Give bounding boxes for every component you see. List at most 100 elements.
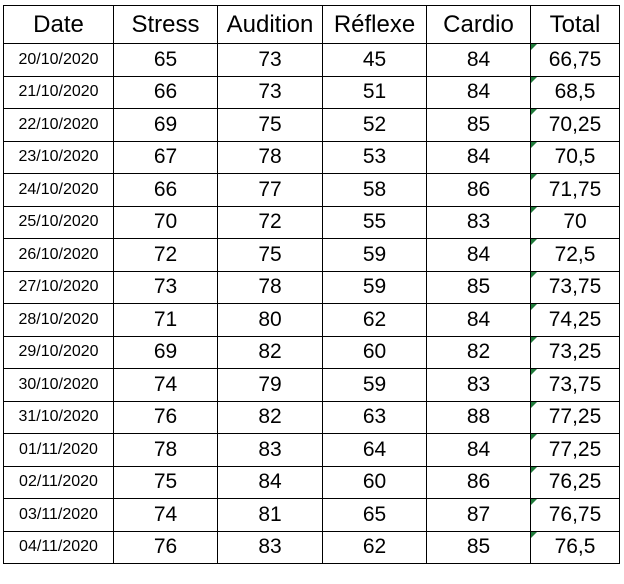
cell-total[interactable]: 70 (530, 205, 620, 239)
header-cell-date[interactable]: Date (3, 5, 114, 44)
cell-total[interactable]: 73,75 (530, 270, 620, 304)
cell-reflexe[interactable]: 45 (322, 43, 427, 77)
cell-total[interactable]: 70,25 (530, 108, 620, 142)
cell-cardio[interactable]: 86 (426, 173, 531, 207)
cell-date[interactable]: 30/10/2020 (3, 368, 114, 402)
cell-reflexe[interactable]: 51 (322, 75, 427, 109)
cell-audition[interactable]: 73 (217, 43, 323, 77)
cell-audition[interactable]: 75 (217, 238, 323, 272)
cell-stress[interactable]: 65 (113, 43, 218, 77)
cell-cardio[interactable]: 83 (426, 368, 531, 402)
cell-stress[interactable]: 76 (113, 530, 218, 564)
cell-reflexe[interactable]: 60 (322, 335, 427, 369)
cell-cardio[interactable]: 84 (426, 43, 531, 77)
cell-date[interactable]: 27/10/2020 (3, 270, 114, 304)
cell-reflexe[interactable]: 62 (322, 530, 427, 564)
cell-cardio[interactable]: 84 (426, 140, 531, 174)
cell-reflexe[interactable]: 62 (322, 303, 427, 337)
cell-reflexe[interactable]: 59 (322, 270, 427, 304)
cell-stress[interactable]: 72 (113, 238, 218, 272)
cell-date[interactable]: 21/10/2020 (3, 75, 114, 109)
header-cell-cardio[interactable]: Cardio (426, 5, 531, 44)
cell-stress[interactable]: 75 (113, 465, 218, 499)
cell-total[interactable]: 68,5 (530, 75, 620, 109)
cell-total[interactable]: 74,25 (530, 303, 620, 337)
cell-audition[interactable]: 78 (217, 270, 323, 304)
cell-audition[interactable]: 82 (217, 335, 323, 369)
cell-audition[interactable]: 79 (217, 368, 323, 402)
cell-cardio[interactable]: 84 (426, 75, 531, 109)
cell-reflexe[interactable]: 52 (322, 108, 427, 142)
cell-cardio[interactable]: 85 (426, 108, 531, 142)
cell-reflexe[interactable]: 64 (322, 433, 427, 467)
cell-audition[interactable]: 80 (217, 303, 323, 337)
cell-total[interactable]: 76,75 (530, 498, 620, 532)
cell-reflexe[interactable]: 55 (322, 205, 427, 239)
cell-date[interactable]: 22/10/2020 (3, 108, 114, 142)
cell-date[interactable]: 02/11/2020 (3, 465, 114, 499)
header-cell-reflexe[interactable]: Réflexe (322, 5, 427, 44)
cell-reflexe[interactable]: 59 (322, 368, 427, 402)
cell-audition[interactable]: 82 (217, 400, 323, 434)
cell-audition[interactable]: 78 (217, 140, 323, 174)
cell-stress[interactable]: 66 (113, 173, 218, 207)
cell-stress[interactable]: 78 (113, 433, 218, 467)
cell-total[interactable]: 71,75 (530, 173, 620, 207)
cell-stress[interactable]: 74 (113, 498, 218, 532)
cell-date[interactable]: 28/10/2020 (3, 303, 114, 337)
cell-stress[interactable]: 71 (113, 303, 218, 337)
cell-date[interactable]: 01/11/2020 (3, 433, 114, 467)
cell-total[interactable]: 73,25 (530, 335, 620, 369)
cell-stress[interactable]: 66 (113, 75, 218, 109)
cell-date[interactable]: 04/11/2020 (3, 530, 114, 564)
cell-stress[interactable]: 74 (113, 368, 218, 402)
cell-cardio[interactable]: 86 (426, 465, 531, 499)
cell-cardio[interactable]: 82 (426, 335, 531, 369)
cell-total[interactable]: 66,75 (530, 43, 620, 77)
cell-total[interactable]: 77,25 (530, 400, 620, 434)
cell-stress[interactable]: 67 (113, 140, 218, 174)
cell-date[interactable]: 24/10/2020 (3, 173, 114, 207)
cell-cardio[interactable]: 84 (426, 433, 531, 467)
cell-cardio[interactable]: 83 (426, 205, 531, 239)
cell-total[interactable]: 77,25 (530, 433, 620, 467)
cell-cardio[interactable]: 85 (426, 270, 531, 304)
cell-date[interactable]: 29/10/2020 (3, 335, 114, 369)
cell-reflexe[interactable]: 59 (322, 238, 427, 272)
cell-audition[interactable]: 81 (217, 498, 323, 532)
cell-cardio[interactable]: 85 (426, 530, 531, 564)
cell-reflexe[interactable]: 63 (322, 400, 427, 434)
cell-stress[interactable]: 69 (113, 108, 218, 142)
cell-reflexe[interactable]: 65 (322, 498, 427, 532)
cell-total[interactable]: 73,75 (530, 368, 620, 402)
cell-date[interactable]: 03/11/2020 (3, 498, 114, 532)
cell-reflexe[interactable]: 58 (322, 173, 427, 207)
cell-date[interactable]: 25/10/2020 (3, 205, 114, 239)
cell-stress[interactable]: 69 (113, 335, 218, 369)
header-cell-audition[interactable]: Audition (217, 5, 323, 44)
cell-audition[interactable]: 83 (217, 433, 323, 467)
cell-stress[interactable]: 70 (113, 205, 218, 239)
cell-audition[interactable]: 83 (217, 530, 323, 564)
cell-reflexe[interactable]: 60 (322, 465, 427, 499)
cell-total[interactable]: 76,25 (530, 465, 620, 499)
cell-date[interactable]: 20/10/2020 (3, 43, 114, 77)
header-cell-total[interactable]: Total (530, 5, 620, 44)
cell-date[interactable]: 23/10/2020 (3, 140, 114, 174)
cell-cardio[interactable]: 87 (426, 498, 531, 532)
cell-audition[interactable]: 77 (217, 173, 323, 207)
cell-audition[interactable]: 72 (217, 205, 323, 239)
cell-reflexe[interactable]: 53 (322, 140, 427, 174)
cell-audition[interactable]: 84 (217, 465, 323, 499)
cell-date[interactable]: 26/10/2020 (3, 238, 114, 272)
cell-cardio[interactable]: 84 (426, 238, 531, 272)
cell-audition[interactable]: 73 (217, 75, 323, 109)
cell-cardio[interactable]: 84 (426, 303, 531, 337)
cell-total[interactable]: 70,5 (530, 140, 620, 174)
cell-cardio[interactable]: 88 (426, 400, 531, 434)
cell-total[interactable]: 72,5 (530, 238, 620, 272)
cell-audition[interactable]: 75 (217, 108, 323, 142)
cell-total[interactable]: 76,5 (530, 530, 620, 564)
cell-date[interactable]: 31/10/2020 (3, 400, 114, 434)
cell-stress[interactable]: 76 (113, 400, 218, 434)
